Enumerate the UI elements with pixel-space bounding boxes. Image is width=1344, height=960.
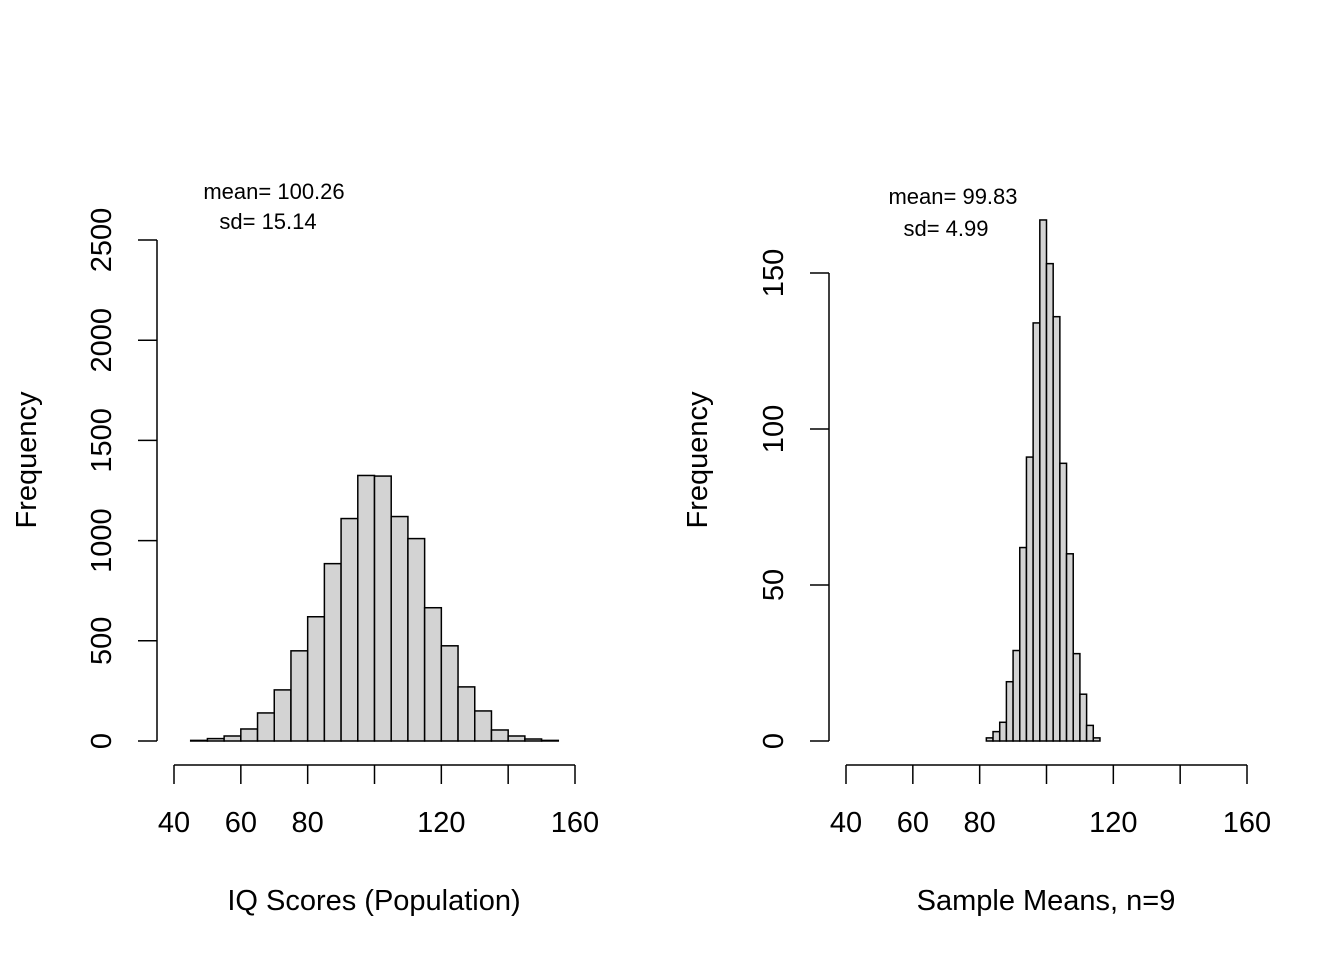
sample-means-bar — [1012, 649, 1021, 742]
population-bar — [373, 475, 392, 742]
sample-means-y-axis-title: Frequency — [682, 391, 714, 529]
population-y-tick-label: 0 — [86, 733, 118, 749]
population-bar — [273, 689, 292, 742]
sample-means-bars — [985, 219, 1101, 742]
population-histogram-panel: 40 60 80 120 160 0 500 1000 1500 2000 2500 IQ Sco… — [11, 179, 599, 917]
sample-means-y-tick-label: 0 — [758, 733, 790, 749]
population-bar — [340, 517, 359, 742]
population-bar — [440, 645, 459, 742]
population-bar — [189, 739, 209, 742]
population-bar — [390, 515, 409, 742]
sample-means-x-tick-label: 60 — [897, 807, 929, 839]
population-x-tick-label: 120 — [417, 807, 465, 839]
population-bar — [457, 686, 476, 742]
population-y-axis: 0 500 1000 1500 2000 2500 — [86, 208, 158, 749]
sample-means-bar — [1052, 315, 1061, 742]
population-y-tick-label: 2000 — [86, 308, 118, 373]
sample-means-histogram-panel: 40 60 80 120 160 0 50 100 150 Sample Means, n=9… — [682, 184, 1271, 917]
population-bar — [524, 738, 543, 742]
sample-means-bar — [1085, 724, 1095, 742]
population-bar — [290, 650, 309, 742]
sample-means-bar — [998, 721, 1008, 742]
population-bar — [240, 728, 259, 742]
sample-means-y-tick-label: 150 — [758, 249, 790, 297]
sample-means-bar — [1072, 652, 1081, 742]
sample-means-y-tick-label: 100 — [758, 405, 790, 453]
sample-means-bar — [1092, 737, 1101, 742]
sample-means-bar — [992, 730, 1001, 742]
population-bar — [323, 562, 342, 742]
population-bars — [189, 474, 560, 742]
sample-means-bar — [1079, 693, 1088, 742]
population-bar — [490, 729, 509, 742]
sample-means-y-tick-label: 50 — [758, 569, 790, 601]
sample-means-x-tick-label: 160 — [1223, 807, 1271, 839]
sample-means-x-axis: 40 60 80 120 160 — [830, 764, 1271, 839]
sample-means-bar — [1045, 262, 1054, 742]
population-y-tick-label: 1000 — [86, 508, 118, 573]
population-bar — [306, 616, 326, 742]
population-x-tick-label: 160 — [551, 807, 599, 839]
sample-means-bar — [985, 737, 994, 742]
population-x-tick-label: 40 — [158, 807, 190, 839]
population-sd-annotation: sd= 15.14 — [219, 209, 316, 234]
population-x-tick-label: 60 — [225, 807, 257, 839]
sample-means-x-axis-title: Sample Means, n=9 — [917, 885, 1176, 917]
sample-means-bar — [1039, 219, 1048, 742]
population-bar — [474, 710, 493, 742]
population-x-axis-title: IQ Scores (Population) — [227, 885, 520, 917]
sample-means-y-axis: 0 50 100 150 — [758, 249, 830, 749]
population-bar — [540, 739, 560, 742]
population-bar — [407, 537, 426, 742]
population-bar — [507, 735, 526, 742]
population-mean-annotation: mean= 100.26 — [203, 179, 344, 204]
population-bar — [206, 737, 225, 742]
sample-means-bar — [1059, 462, 1068, 742]
population-x-tick-label: 80 — [292, 807, 324, 839]
sample-means-bar — [1032, 322, 1041, 742]
population-bar — [423, 606, 443, 742]
population-bar — [223, 735, 242, 742]
sample-means-x-tick-label: 120 — [1089, 807, 1137, 839]
sample-means-x-tick-label: 80 — [964, 807, 996, 839]
sample-means-sd-annotation: sd= 4.99 — [903, 216, 988, 241]
sample-means-mean-annotation: mean= 99.83 — [888, 184, 1017, 209]
population-bar — [357, 474, 376, 742]
population-bar — [256, 712, 276, 742]
sample-means-bar — [1019, 546, 1028, 742]
population-y-tick-label: 1500 — [86, 408, 118, 473]
sample-means-bar — [1005, 680, 1014, 742]
population-y-tick-label: 2500 — [86, 208, 118, 273]
population-y-axis-title: Frequency — [11, 391, 43, 529]
population-x-axis: 40 60 80 120 160 — [158, 764, 599, 839]
population-y-tick-label: 500 — [86, 617, 118, 665]
sample-means-x-tick-label: 40 — [830, 807, 862, 839]
sample-means-bar — [1025, 456, 1034, 742]
sample-means-bar — [1065, 553, 1074, 742]
